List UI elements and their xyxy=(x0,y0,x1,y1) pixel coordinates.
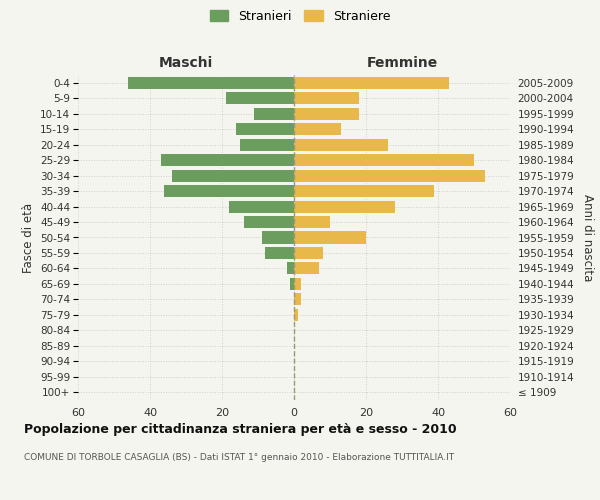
Bar xyxy=(294,232,366,243)
Bar xyxy=(172,170,294,181)
Bar xyxy=(229,200,294,212)
Bar xyxy=(290,278,294,290)
Bar xyxy=(294,170,485,181)
Bar xyxy=(294,309,298,321)
Bar xyxy=(240,138,294,150)
Text: Maschi: Maschi xyxy=(159,56,213,70)
Bar xyxy=(265,247,294,259)
Bar xyxy=(287,262,294,274)
Bar xyxy=(294,294,301,306)
Bar xyxy=(244,216,294,228)
Legend: Stranieri, Straniere: Stranieri, Straniere xyxy=(205,5,395,28)
Bar xyxy=(294,216,330,228)
Bar xyxy=(236,123,294,135)
Bar xyxy=(128,76,294,89)
Bar xyxy=(254,108,294,120)
Bar xyxy=(262,232,294,243)
Bar xyxy=(294,138,388,150)
Bar xyxy=(294,247,323,259)
Bar xyxy=(161,154,294,166)
Text: Femmine: Femmine xyxy=(367,56,437,70)
Bar xyxy=(294,108,359,120)
Bar xyxy=(294,278,301,290)
Bar xyxy=(294,154,474,166)
Text: COMUNE DI TORBOLE CASAGLIA (BS) - Dati ISTAT 1° gennaio 2010 - Elaborazione TUTT: COMUNE DI TORBOLE CASAGLIA (BS) - Dati I… xyxy=(24,452,454,462)
Text: Popolazione per cittadinanza straniera per età e sesso - 2010: Popolazione per cittadinanza straniera p… xyxy=(24,422,457,436)
Bar xyxy=(294,76,449,89)
Bar xyxy=(294,262,319,274)
Bar xyxy=(294,185,434,197)
Y-axis label: Fasce di età: Fasce di età xyxy=(22,202,35,272)
Bar xyxy=(226,92,294,104)
Bar xyxy=(294,123,341,135)
Bar xyxy=(294,92,359,104)
Bar xyxy=(294,200,395,212)
Bar xyxy=(164,185,294,197)
Y-axis label: Anni di nascita: Anni di nascita xyxy=(581,194,594,281)
